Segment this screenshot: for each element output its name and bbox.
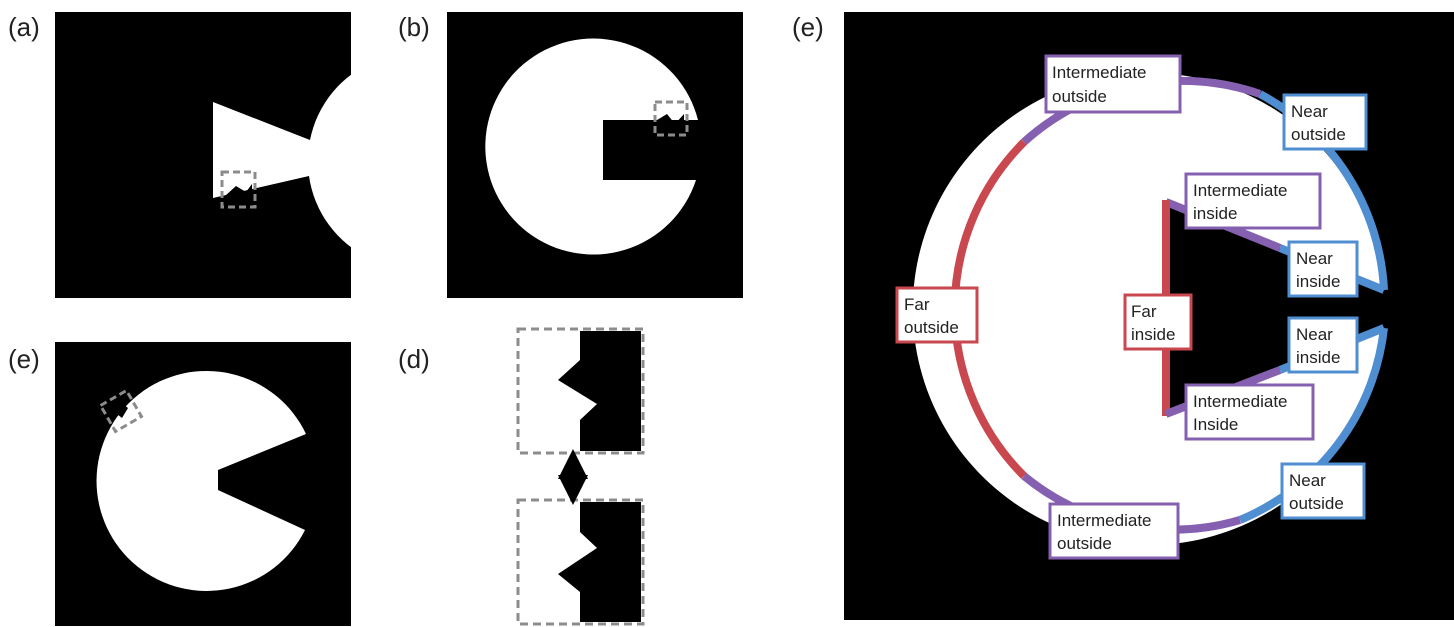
- panel-b-shape: [485, 38, 698, 255]
- panel-a-dashed-box: [220, 170, 257, 209]
- panel-b-dashed-box: [653, 100, 689, 137]
- svg-text:inside: inside: [1131, 325, 1175, 344]
- svg-text:Near: Near: [1296, 325, 1333, 344]
- svg-text:Near: Near: [1289, 471, 1326, 490]
- panel-c-label: (e): [8, 344, 40, 374]
- label-intermediate-inside-top: Intermediate inside: [1184, 172, 1322, 230]
- svg-text:inside: inside: [1296, 272, 1340, 291]
- svg-text:Intermediate: Intermediate: [1193, 181, 1288, 200]
- panel-c-shape: [96, 370, 306, 591]
- svg-text:Intermediate: Intermediate: [1193, 392, 1288, 411]
- label-intermediate-inside-bottom: Intermediate Inside: [1184, 383, 1315, 441]
- label-far-outside: Far outside: [895, 286, 979, 344]
- panel-c-dashed-box: [98, 388, 144, 434]
- label-intermediate-outside-top: Intermediate outside: [1044, 54, 1182, 114]
- panel-a-zoom-notch: [225, 184, 252, 200]
- panel-d-top-shape: [558, 331, 641, 451]
- svg-text:inside: inside: [1193, 204, 1237, 223]
- panel-b-zoom-notch: [657, 114, 684, 133]
- label-near-inside-top: Near inside: [1287, 240, 1359, 298]
- label-far-inside: Far inside: [1123, 293, 1193, 351]
- panel-c: [55, 342, 351, 626]
- panel-b: [447, 12, 743, 298]
- panel-d-bottom-shape: [558, 502, 641, 622]
- label-near-inside-bottom: Near inside: [1287, 316, 1359, 374]
- panel-a-shape: [213, 52, 524, 269]
- outline-near-outside-bottom: [1238, 327, 1388, 524]
- svg-text:Far: Far: [1131, 302, 1157, 321]
- svg-text:inside: inside: [1296, 348, 1340, 367]
- svg-text:outside: outside: [1291, 125, 1346, 144]
- svg-text:Intermediate: Intermediate: [1057, 511, 1152, 530]
- panel-a-label: (a): [8, 12, 40, 42]
- panel-d: [516, 327, 645, 626]
- label-near-outside-top: Near outside: [1282, 93, 1368, 151]
- svg-text:Near: Near: [1296, 249, 1333, 268]
- panel-b-label: (b): [398, 12, 430, 42]
- label-near-outside-bottom: Near outside: [1280, 462, 1366, 520]
- svg-text:outside: outside: [904, 318, 959, 337]
- svg-text:Near: Near: [1291, 102, 1328, 121]
- svg-text:Far: Far: [904, 295, 930, 314]
- label-intermediate-outside-bottom: Intermediate outside: [1048, 502, 1180, 560]
- panel-c-zoom-notch: [112, 402, 128, 418]
- panel-e: Intermediate outside Near outside Interm…: [844, 12, 1454, 620]
- svg-text:outside: outside: [1052, 87, 1107, 106]
- panel-a: [55, 12, 524, 298]
- svg-text:Inside: Inside: [1193, 415, 1238, 434]
- panel-d-label: (d): [398, 344, 430, 374]
- svg-text:Intermediate: Intermediate: [1052, 63, 1147, 82]
- svg-text:outside: outside: [1057, 534, 1112, 553]
- panel-e-label: (e): [792, 12, 824, 42]
- svg-text:outside: outside: [1289, 494, 1344, 513]
